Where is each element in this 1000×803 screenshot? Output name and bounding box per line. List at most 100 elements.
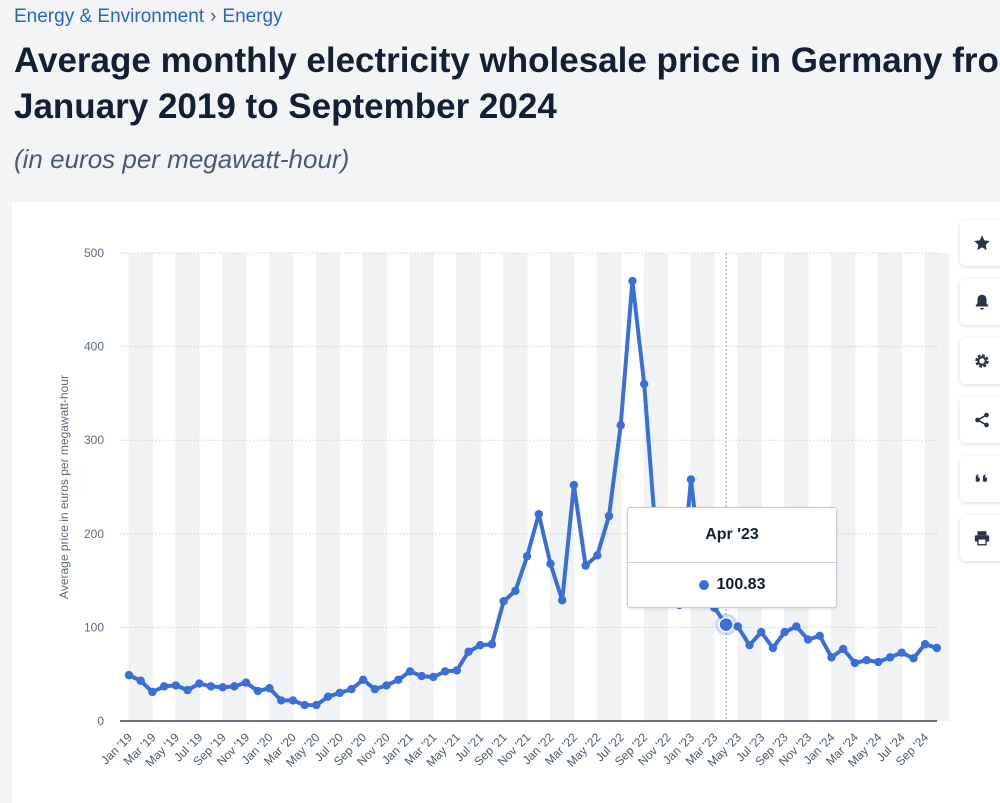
series-line	[127, 279, 939, 708]
column-band	[643, 253, 669, 721]
data-point[interactable]: Sep '24	[920, 640, 930, 649]
data-point[interactable]: Feb '24	[838, 644, 848, 654]
data-point[interactable]: Jun '20	[323, 692, 333, 701]
data-point[interactable]: Feb '19	[136, 676, 145, 685]
data-point[interactable]: May '23	[733, 622, 743, 631]
data-point[interactable]: Sep '19	[218, 683, 227, 692]
alert-button[interactable]	[960, 279, 1000, 325]
data-point[interactable]: Aug '20	[347, 684, 356, 694]
data-point[interactable]: Aug '19	[206, 682, 216, 691]
data-point[interactable]: Aug '23	[768, 643, 778, 653]
data-point[interactable]: Jun '21	[464, 647, 473, 656]
data-point[interactable]: Sep '20	[358, 675, 368, 685]
column-band	[409, 253, 434, 721]
cite-button[interactable]	[960, 456, 1000, 502]
data-point[interactable]: Mar '21	[429, 672, 438, 682]
data-point[interactable]: Aug '22	[628, 276, 637, 286]
price-line	[127, 279, 939, 708]
print-button[interactable]	[960, 515, 1000, 561]
data-point[interactable]: Nov '23	[803, 635, 813, 644]
favorite-button[interactable]	[960, 220, 1000, 266]
data-point[interactable]: Feb '22	[557, 596, 567, 605]
data-point[interactable]: Dec '23	[815, 631, 824, 641]
y-tick-label: 200	[84, 527, 104, 541]
share-icon	[975, 412, 989, 428]
data-point[interactable]: May '19	[171, 681, 181, 690]
y-tick-label: 0	[97, 714, 104, 728]
data-point[interactable]: Apr '24	[862, 655, 871, 665]
data-point[interactable]: May '20	[312, 700, 321, 710]
column-band	[175, 253, 200, 721]
column-band	[503, 253, 528, 721]
quote-icon	[975, 474, 987, 482]
data-point[interactable]: Jul '23	[757, 627, 766, 637]
breadcrumb-item-energy-environment[interactable]: Energy & Environment	[14, 6, 205, 27]
bell-icon	[975, 294, 989, 310]
highlighted-point[interactable]	[718, 616, 734, 633]
data-point[interactable]: Sep '21	[499, 596, 508, 606]
data-point[interactable]: Mar '24	[850, 658, 860, 668]
data-point[interactable]: Jan '21	[405, 667, 415, 676]
data-point[interactable]: Oct '23	[792, 622, 801, 631]
data-point[interactable]: Jul '21	[476, 640, 485, 650]
data-point[interactable]: Dec '21	[534, 509, 543, 519]
data-point[interactable]: Jan '23	[686, 475, 696, 484]
tooltip-label: Apr '23	[628, 508, 836, 563]
data-point[interactable]: Feb '21	[417, 671, 426, 681]
data-point[interactable]: Aug '24	[909, 654, 918, 663]
data-point[interactable]: Apr '21	[440, 667, 450, 676]
column-band	[596, 253, 622, 721]
data-point[interactable]: Jan '20	[265, 684, 274, 693]
data-point[interactable]: Sep '22	[639, 379, 649, 389]
data-point[interactable]: Apr '19	[159, 682, 169, 691]
data-point[interactable]: Jul '24	[897, 648, 906, 657]
data-point[interactable]: Nov '20	[382, 681, 391, 690]
data-point[interactable]: Dec '20	[394, 675, 403, 685]
series-marker-icon	[698, 580, 709, 590]
data-point[interactable]: Jul '19	[195, 679, 204, 688]
data-point[interactable]: Jun '24	[885, 653, 895, 662]
data-point[interactable]: Jun '19	[183, 685, 192, 695]
star-icon	[974, 235, 990, 251]
data-point[interactable]: Jul '22	[616, 421, 625, 430]
column-band	[128, 253, 153, 721]
data-point[interactable]: Jul '20	[335, 688, 344, 698]
print-icon	[974, 531, 990, 546]
data-point[interactable]: May '22	[593, 551, 602, 560]
settings-button[interactable]	[960, 338, 1000, 384]
y-axis-ticks: 0 100 200 300 400 500	[84, 246, 104, 728]
data-point[interactable]: Nov '19	[241, 678, 251, 687]
data-point[interactable]: Aug '21	[487, 640, 497, 649]
data-point[interactable]: Dec '19	[253, 686, 262, 696]
data-point[interactable]: Jan '22	[546, 559, 555, 568]
breadcrumb-item-energy[interactable]: Energy	[222, 6, 283, 27]
data-point[interactable]: Jun '22	[604, 511, 614, 521]
tooltip-value-row: 100.83	[628, 563, 836, 607]
data-point[interactable]: Oct '24	[932, 643, 942, 653]
data-point[interactable]: Jan '24	[827, 653, 836, 662]
data-point[interactable]: Jun '23	[745, 640, 754, 650]
y-axis-label: Average price in euros per megawatt-hour	[57, 375, 71, 599]
data-point[interactable]: Sep '23	[780, 627, 789, 637]
y-tick-label: 500	[84, 246, 104, 260]
data-point[interactable]: May '24	[874, 657, 883, 667]
data-point[interactable]: Mar '19	[148, 687, 157, 697]
data-point[interactable]: Oct '20	[370, 684, 380, 694]
column-band	[222, 253, 247, 721]
data-point[interactable]: Oct '21	[511, 586, 520, 596]
data-point[interactable]: Mar '22	[569, 480, 579, 490]
data-point[interactable]: Apr '22	[581, 561, 590, 570]
data-point[interactable]: Nov '21	[522, 552, 532, 561]
data-point[interactable]: Jan '19	[124, 670, 134, 680]
share-button[interactable]	[960, 397, 1000, 443]
gear-icon	[975, 354, 989, 368]
column-band	[737, 253, 762, 721]
data-point[interactable]: Mar '20	[288, 696, 298, 705]
data-point[interactable]: May '21	[452, 666, 462, 675]
data-point[interactable]: Oct '19	[230, 682, 239, 691]
data-point[interactable]: Apr '20	[300, 700, 309, 710]
data-point[interactable]: Feb '20	[277, 696, 286, 705]
column-band	[315, 253, 341, 721]
